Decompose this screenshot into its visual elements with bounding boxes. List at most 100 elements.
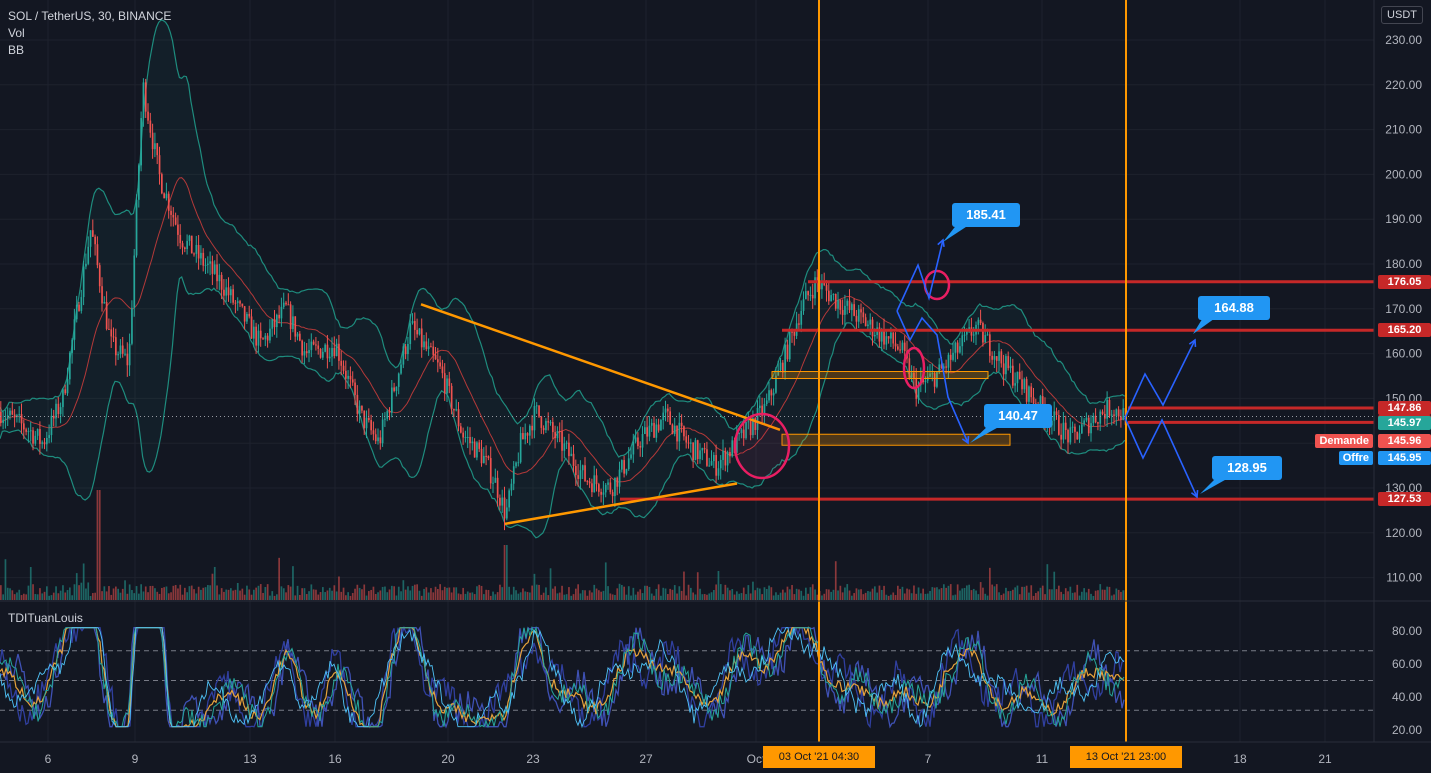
target-callout[interactable]: 164.88 [1198,296,1270,320]
candle-body [772,392,775,396]
candle-body [437,359,439,363]
volume-indicator-label[interactable]: Vol [8,26,25,40]
volume-bar [82,563,85,600]
candle-body [9,410,11,416]
candle-body [878,327,881,342]
volume-bar [503,545,506,600]
volume-bar [595,588,598,600]
candle-body [126,353,129,366]
volume-bar [112,588,115,600]
volume-bar [190,585,193,600]
candle-body [105,301,108,329]
target-callout[interactable]: 128.95 [1212,456,1282,480]
candle-body [361,405,363,411]
price-tick-label: 170.00 [1385,302,1422,316]
target-callout[interactable]: 140.47 [984,404,1052,428]
volume-bar [703,594,706,600]
candle-body [363,410,366,429]
candle-body [690,442,692,444]
volume-bar [62,585,64,600]
volume-bar [98,490,101,600]
volume-bar [167,593,170,600]
candle-body [32,430,34,444]
candle-body [450,385,453,410]
candle-body [460,426,462,433]
candle-body [50,415,53,436]
volume-bar [938,589,941,600]
candle-body [1099,411,1102,424]
volume-bar [282,588,285,600]
volume-bar [85,588,87,600]
candle-body [857,309,860,322]
price-tick-label: 180.00 [1385,257,1422,271]
volume-bar [128,584,131,600]
candle-body [285,302,287,305]
candle-body [92,230,94,237]
candle-body [1021,379,1023,390]
volume-bar [529,592,531,600]
candle-body [703,448,706,450]
candle-body [273,319,276,328]
volume-bar [425,587,428,600]
volume-bar [782,589,784,600]
candle-body [115,337,117,356]
candle-body [236,301,239,303]
candle-body [80,297,83,311]
volume-bar [706,594,708,600]
volume-bar [869,591,872,600]
volume-bar [931,587,934,600]
volume-bar [588,590,591,600]
volume-bar [1044,594,1046,600]
currency-button[interactable]: USDT [1381,6,1423,24]
time-tick-label: 9 [132,752,139,766]
candle-body [931,373,934,375]
volume-bar [970,590,973,600]
candle-body [676,425,678,442]
target-callout[interactable]: 185.41 [952,203,1020,227]
candle-body [230,289,232,296]
volume-bar [1087,588,1090,600]
volume-bar [216,585,218,600]
volume-bar [340,591,343,600]
candle-body [305,351,308,354]
candle-body [170,210,172,215]
bollinger-indicator-label[interactable]: BB [8,43,25,57]
volume-bar [89,595,92,600]
candle-body [632,441,635,455]
candle-body [112,336,115,338]
candle-body [738,433,740,435]
candle-body [471,441,474,444]
candle-body [554,432,556,439]
volume-bar [575,588,577,600]
volume-bar [650,593,653,600]
candle-body [1110,414,1113,416]
volume-bar [696,572,699,600]
candle-body [331,347,333,357]
candle-body [793,331,796,336]
candle-body [156,143,159,156]
volume-bar [388,589,391,600]
candle-body [660,420,662,431]
volume-bar [181,594,184,600]
candle-body [1078,433,1081,440]
oscillator-title[interactable]: TDITuanLouis [8,611,83,625]
volume-bar [1104,589,1106,600]
candle-body [979,319,982,324]
volume-bar [795,588,798,600]
candle-body [1081,424,1083,434]
callout-pointer [943,223,972,242]
time-tick-label: Oct [747,752,766,766]
annotations[interactable] [0,0,1374,742]
volume-bar [43,591,46,600]
volume-bar [998,592,1000,600]
symbol-title[interactable]: SOL / TetherUS, 30, BINANCE [8,9,172,23]
volume-bar [547,595,550,600]
candle-body [71,339,73,353]
candle-body [784,344,786,373]
volume-bar [839,585,842,600]
resistance-zone [771,371,989,380]
candle-body [535,405,538,407]
volume-bar [722,594,724,600]
volume-bar [243,594,246,600]
